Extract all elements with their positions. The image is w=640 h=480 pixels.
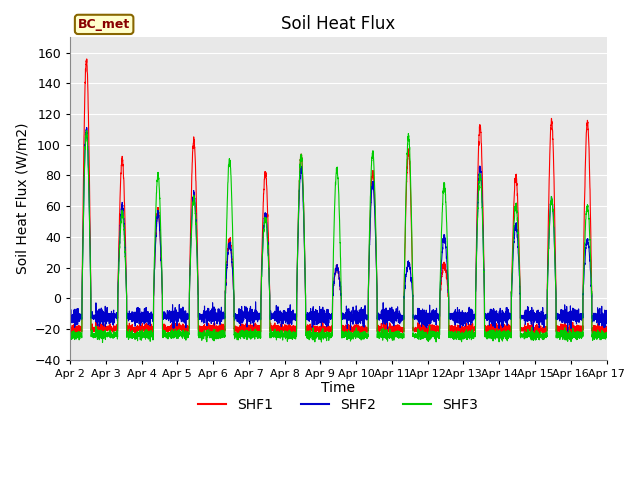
SHF1 — [602, 324, 610, 329]
SHF1 — [459, 327, 467, 333]
SHF2 — [163, 314, 170, 320]
SHF2 — [429, 312, 436, 317]
Line: SHF2: SHF2 — [70, 128, 607, 332]
SHF3 — [66, 331, 74, 337]
Legend: SHF1, SHF2, SHF3: SHF1, SHF2, SHF3 — [193, 392, 484, 417]
SHF3 — [429, 330, 436, 336]
SHF3 — [99, 340, 106, 346]
X-axis label: Time: Time — [321, 382, 355, 396]
SHF1 — [163, 326, 170, 332]
Line: SHF1: SHF1 — [70, 59, 607, 336]
SHF1 — [603, 327, 611, 333]
Line: SHF3: SHF3 — [70, 131, 607, 343]
Y-axis label: Soil Heat Flux (W/m2): Soil Heat Flux (W/m2) — [15, 123, 29, 274]
SHF2 — [489, 312, 497, 318]
SHF1 — [66, 325, 74, 331]
SHF1 — [489, 332, 497, 337]
SHF1 — [429, 324, 436, 330]
SHF1 — [83, 56, 91, 62]
SHF2 — [603, 313, 611, 319]
SHF2 — [318, 315, 326, 321]
SHF3 — [603, 333, 611, 339]
SHF2 — [66, 312, 74, 318]
SHF2 — [83, 125, 91, 131]
SHF3 — [163, 332, 170, 338]
SHF2 — [459, 316, 467, 322]
Text: BC_met: BC_met — [78, 18, 131, 31]
SHF2 — [564, 329, 572, 335]
SHF3 — [83, 128, 91, 133]
SHF3 — [319, 335, 326, 340]
SHF2 — [602, 307, 610, 313]
SHF3 — [602, 330, 610, 336]
SHF1 — [99, 334, 106, 339]
SHF3 — [459, 334, 467, 339]
Title: Soil Heat Flux: Soil Heat Flux — [281, 15, 396, 33]
SHF3 — [489, 338, 497, 344]
SHF1 — [319, 328, 326, 334]
